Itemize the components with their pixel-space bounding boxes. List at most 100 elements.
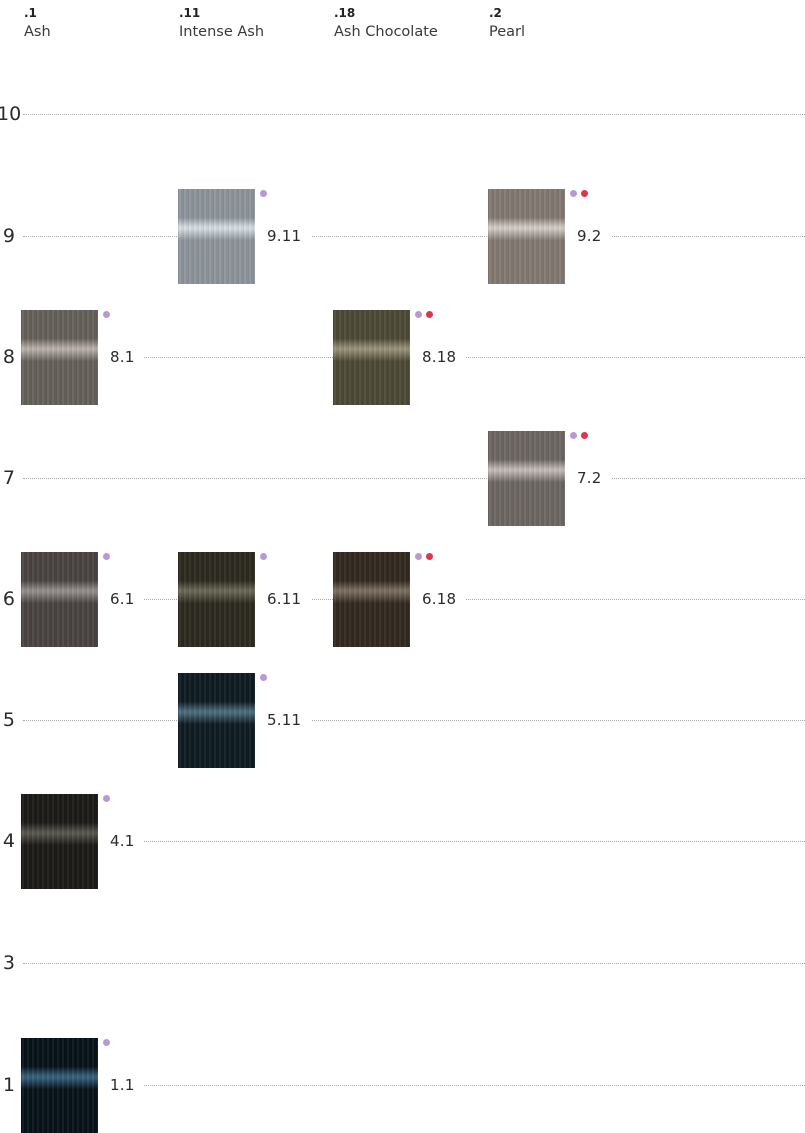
level-guide-line: [23, 1085, 805, 1086]
hair-swatch-image: [21, 309, 98, 405]
shade-label-wrapper: 7.2: [565, 468, 612, 488]
shade-indicator-dots: [260, 552, 267, 561]
shade-label-wrapper: 8.18: [410, 347, 467, 367]
shade-indicator-dots: [570, 189, 588, 198]
column-header-intense-ash: .11 Intense Ash: [179, 6, 264, 41]
red-dot-icon: [581, 189, 588, 197]
column-name: Intense Ash: [179, 23, 265, 40]
level-label: 8: [2, 346, 15, 368]
shade-label: 8.1: [110, 348, 135, 366]
purple-dot-icon: [570, 431, 577, 439]
shade-swatch[interactable]: [488, 188, 565, 284]
level-label: 7: [2, 467, 15, 489]
shade-swatch[interactable]: [333, 551, 410, 647]
shade-indicator-dots: [260, 673, 267, 682]
hair-strand-texture: [21, 309, 98, 405]
level-label: 6: [2, 588, 15, 610]
shade-swatch[interactable]: [488, 430, 565, 526]
hair-swatch-image: [178, 551, 255, 647]
column-header-ash-chocolate: .18 Ash Chocolate: [334, 6, 438, 41]
level-label: 4: [2, 830, 15, 852]
shade-swatch[interactable]: [21, 793, 98, 889]
hair-swatch-image: [21, 1037, 98, 1133]
shade-label-wrapper: 6.11: [255, 589, 312, 609]
red-dot-icon: [581, 431, 588, 439]
shade-swatch[interactable]: [21, 1037, 98, 1133]
column-code: .18: [334, 6, 356, 20]
shade-label-wrapper: 6.1: [98, 589, 145, 609]
shade-swatch[interactable]: [178, 551, 255, 647]
hair-strand-texture: [178, 672, 255, 768]
purple-dot-icon: [415, 310, 422, 318]
shade-indicator-dots: [103, 310, 110, 319]
column-name: Ash Chocolate: [334, 23, 438, 40]
column-code: .2: [489, 6, 502, 20]
level-guide-line: [23, 963, 805, 964]
hair-swatch-image: [488, 430, 565, 526]
shade-label-wrapper: 8.1: [98, 347, 145, 367]
hair-strand-texture: [488, 188, 565, 284]
level-guide-line: [23, 114, 805, 115]
hair-swatch-image: [21, 551, 98, 647]
column-header-ash: .1 Ash: [24, 6, 51, 41]
level-label: 9: [2, 225, 15, 247]
shade-label: 6.1: [110, 590, 135, 608]
hair-swatch-image: [333, 551, 410, 647]
column-name: Ash: [24, 23, 51, 40]
shade-swatch[interactable]: [178, 672, 255, 768]
hair-swatch-image: [178, 188, 255, 284]
shade-label-wrapper: 1.1: [98, 1075, 145, 1095]
shade-swatch[interactable]: [21, 551, 98, 647]
level-guide-line: [23, 841, 805, 842]
shade-label: 6.18: [422, 590, 457, 608]
hair-strand-texture: [21, 793, 98, 889]
level-label: 3: [2, 952, 15, 974]
shade-indicator-dots: [570, 431, 588, 440]
shade-label-wrapper: 9.11: [255, 226, 312, 246]
hair-strand-texture: [21, 551, 98, 647]
shade-indicator-dots: [103, 1038, 110, 1047]
purple-dot-icon: [415, 552, 422, 560]
shade-label: 9.2: [577, 227, 602, 245]
shade-indicator-dots: [103, 552, 110, 561]
shade-label: 6.11: [267, 590, 302, 608]
purple-dot-icon: [103, 310, 110, 318]
hair-strand-texture: [21, 1037, 98, 1133]
purple-dot-icon: [260, 189, 267, 197]
shade-swatch[interactable]: [178, 188, 255, 284]
red-dot-icon: [426, 552, 433, 560]
shade-label: 5.11: [267, 711, 302, 729]
red-dot-icon: [426, 310, 433, 318]
purple-dot-icon: [103, 794, 110, 802]
level-guide-line: [23, 236, 805, 237]
level-label: 1: [2, 1074, 15, 1096]
shade-label-wrapper: 6.18: [410, 589, 467, 609]
hair-strand-texture: [488, 430, 565, 526]
level-label: 5: [2, 709, 15, 731]
level-guide-line: [23, 478, 805, 479]
column-name: Pearl: [489, 23, 526, 40]
shade-label: 8.18: [422, 348, 457, 366]
hair-strand-texture: [333, 309, 410, 405]
shade-label: 9.11: [267, 227, 302, 245]
shade-label-wrapper: 5.11: [255, 710, 312, 730]
column-code: .1: [24, 6, 37, 20]
hair-swatch-image: [333, 309, 410, 405]
shade-label: 7.2: [577, 469, 602, 487]
shade-label: 1.1: [110, 1076, 135, 1094]
shade-label-wrapper: 9.2: [565, 226, 612, 246]
shade-indicator-dots: [260, 189, 267, 198]
purple-dot-icon: [260, 552, 267, 560]
shade-label-wrapper: 4.1: [98, 831, 145, 851]
purple-dot-icon: [570, 189, 577, 197]
shade-swatch[interactable]: [333, 309, 410, 405]
shade-swatch[interactable]: [21, 309, 98, 405]
level-guide-line: [23, 720, 805, 721]
hair-strand-texture: [333, 551, 410, 647]
hair-swatch-image: [178, 672, 255, 768]
purple-dot-icon: [260, 673, 267, 681]
shade-indicator-dots: [415, 310, 433, 319]
purple-dot-icon: [103, 1038, 110, 1046]
hair-strand-texture: [178, 551, 255, 647]
hair-swatch-image: [488, 188, 565, 284]
